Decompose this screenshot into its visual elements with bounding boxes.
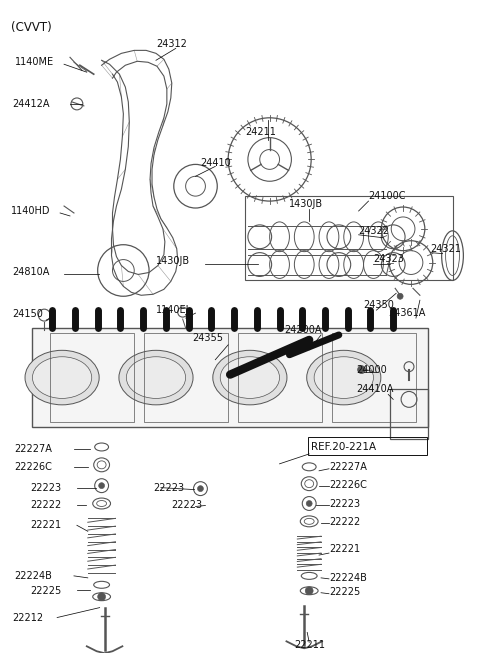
Text: 24350: 24350 [363,300,395,310]
Text: 22223: 22223 [171,501,202,510]
Ellipse shape [119,350,193,405]
Circle shape [306,501,312,506]
Text: 24361A: 24361A [388,308,426,318]
Text: 22221: 22221 [30,520,61,530]
Text: 24323: 24323 [373,254,404,264]
Ellipse shape [25,350,99,405]
Text: 1140HD: 1140HD [11,206,50,216]
Text: 24321: 24321 [430,243,461,254]
Text: 24322: 24322 [359,226,390,236]
Ellipse shape [33,357,92,398]
Circle shape [97,593,106,601]
Ellipse shape [220,357,279,398]
Text: 24810A: 24810A [12,268,50,277]
Ellipse shape [126,357,186,398]
Text: 24355: 24355 [192,333,224,343]
Bar [332,333,416,422]
Text: 1430JB: 1430JB [156,256,190,266]
Text: 22225: 22225 [329,586,360,597]
Text: 22225: 22225 [30,586,62,596]
Circle shape [397,293,403,299]
Circle shape [305,586,313,595]
Text: 24410: 24410 [201,158,231,169]
Text: 24200A: 24200A [285,325,322,335]
Circle shape [358,365,366,374]
Text: 1140ME: 1140ME [14,57,54,68]
Text: 22226C: 22226C [14,462,52,472]
Bar [33,328,428,427]
Text: 24410A: 24410A [357,384,394,394]
Text: 22221: 22221 [329,544,360,554]
Text: 24150: 24150 [12,309,44,319]
Bar [390,390,428,439]
Text: 24100C: 24100C [369,191,406,201]
Text: REF.20-221A: REF.20-221A [311,442,376,452]
Text: 22224B: 22224B [329,573,367,583]
Ellipse shape [307,350,381,405]
Bar [238,333,322,422]
Text: 22212: 22212 [12,613,44,623]
Text: 24211: 24211 [245,127,276,136]
Bar [50,333,134,422]
Ellipse shape [314,357,373,398]
Bar [245,196,453,280]
Text: 22222: 22222 [329,518,360,527]
Bar [144,333,228,422]
Text: 24312: 24312 [156,39,187,49]
Text: 24000: 24000 [357,365,387,375]
Text: 22227A: 22227A [329,462,367,472]
Text: 22223: 22223 [153,483,184,493]
Text: 1140EJ: 1140EJ [156,305,190,315]
Text: 22211: 22211 [294,640,325,650]
Ellipse shape [213,350,287,405]
Text: 24412A: 24412A [12,99,50,109]
Circle shape [99,483,105,489]
Text: 22222: 22222 [30,501,62,510]
Circle shape [197,485,204,491]
Text: 1430JB: 1430JB [289,199,324,209]
Text: 22226C: 22226C [329,480,367,489]
Text: 22223: 22223 [329,499,360,508]
Text: 22224B: 22224B [14,571,52,581]
Text: 22223: 22223 [30,483,61,493]
Text: (CVVT): (CVVT) [11,20,51,33]
Text: 22227A: 22227A [14,444,52,454]
